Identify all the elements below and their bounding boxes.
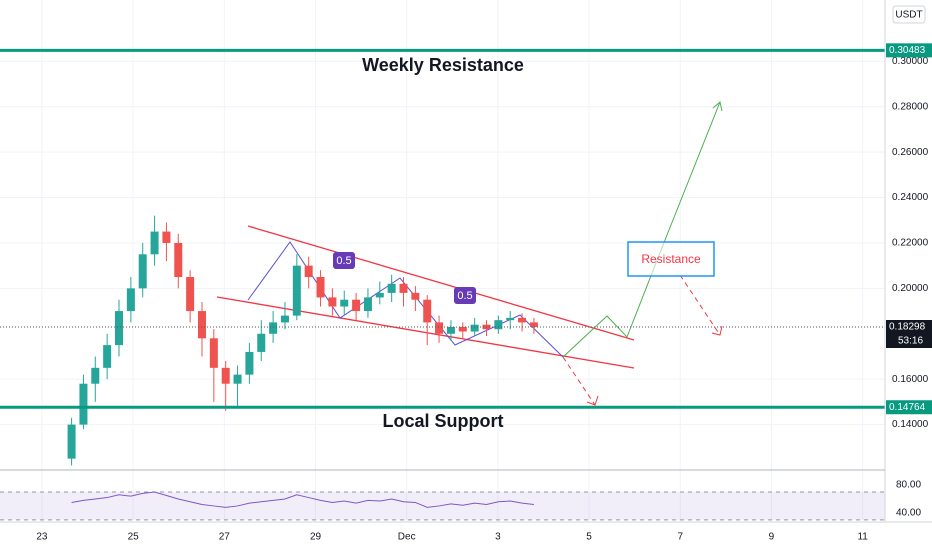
- projection: [562, 356, 596, 406]
- candle-body: [506, 317, 515, 321]
- candle-body: [209, 338, 218, 368]
- rsi-line: [71, 491, 534, 508]
- candle-body: [292, 265, 301, 316]
- x-tick-label: 9: [769, 532, 775, 543]
- y-tick-label: 0.16000: [892, 374, 929, 385]
- candle-body: [363, 297, 372, 312]
- price-label-box: [886, 43, 932, 58]
- candle-body: [233, 374, 242, 384]
- candle-body: [352, 299, 361, 312]
- x-tick-label: 23: [36, 532, 48, 543]
- marks: Weekly Resistance Local Support: [0, 48, 885, 521]
- x-tick-label: 27: [219, 532, 231, 543]
- candle-body: [529, 322, 538, 327]
- pattern: [247, 241, 564, 358]
- trendline: [247, 225, 635, 341]
- arrow: [712, 101, 723, 112]
- candle-body: [115, 311, 124, 346]
- x-tick-label: 29: [310, 532, 322, 543]
- candle-body: [174, 242, 183, 278]
- level-name: Weekly Resistance: [362, 55, 524, 75]
- candle-body: [221, 367, 230, 384]
- candle-body: [126, 288, 135, 312]
- candle-body: [446, 326, 455, 334]
- drawings: [216, 101, 723, 406]
- y-tick-label: 0.24000: [892, 192, 929, 203]
- candle-body: [411, 292, 420, 300]
- arrow: [586, 395, 599, 406]
- candle-body: [67, 424, 76, 459]
- x-tick-label: 3: [495, 532, 501, 543]
- candle-body: [328, 297, 337, 307]
- candle-body: [423, 299, 432, 323]
- candle-body: [269, 322, 278, 334]
- grid: [0, 0, 885, 522]
- currency: USDT: [895, 10, 922, 21]
- rsi-band: [0, 491, 885, 520]
- y-tick-label: 0.26000: [892, 147, 929, 158]
- candle-body: [257, 333, 266, 352]
- candle-body: [470, 324, 479, 332]
- price-label: 0.18298: [889, 322, 926, 333]
- label-box: [454, 287, 476, 304]
- axes: 0.14000 0.16000 0.20000 0.22000 0.24000 0.260…: [36, 43, 932, 543]
- candle-body: [387, 283, 396, 293]
- candle-body: [304, 265, 313, 278]
- candle-body: [138, 254, 147, 289]
- y-tick-label: 0.22000: [892, 238, 929, 249]
- candle-body: [458, 326, 467, 332]
- x-tick-label: 7: [677, 532, 683, 543]
- candle-body: [91, 367, 100, 384]
- x-tick-label: Dec: [398, 532, 416, 543]
- annotation: Resistance: [641, 252, 701, 266]
- candle-body: [494, 320, 503, 330]
- x-tick-label: 11: [857, 532, 868, 543]
- candle-body: [162, 231, 171, 243]
- candle-body: [103, 345, 112, 368]
- annotation: 0.5: [457, 290, 472, 302]
- currency-box: [892, 5, 926, 24]
- candle-body: [340, 299, 349, 307]
- candle-body: [435, 322, 444, 334]
- arrow: [711, 325, 723, 336]
- candle-body: [316, 277, 325, 298]
- candle-body: [518, 317, 527, 323]
- y-tick-label: 0.28000: [892, 101, 929, 112]
- x-tick-label: 5: [586, 532, 592, 543]
- projection: [562, 101, 721, 358]
- countdown: 53:16: [898, 336, 923, 347]
- price-label-box: [886, 400, 932, 415]
- candle-body: [375, 292, 384, 298]
- level-name: Local Support: [383, 411, 504, 431]
- price-label-box: [886, 320, 932, 349]
- candle-body: [150, 231, 159, 255]
- candle-body: [245, 351, 254, 375]
- candle-body: [79, 383, 88, 425]
- candle-body: [197, 311, 206, 339]
- y-tick-label: 0.20000: [892, 283, 929, 294]
- resistance-box: [627, 241, 715, 277]
- x-tick-label: 25: [128, 532, 140, 543]
- y-tick-label: 40.00: [896, 508, 921, 519]
- candle-body: [399, 283, 408, 293]
- price-label: 0.14764: [889, 402, 926, 413]
- price-axis: [885, 0, 932, 550]
- y-tick-label: 80.00: [896, 480, 921, 491]
- annotation: 0.5: [336, 255, 351, 267]
- candle-body: [186, 277, 195, 312]
- price-label: 0.30483: [889, 45, 926, 56]
- y-tick-label: 0.14000: [892, 419, 929, 430]
- projection: [679, 274, 721, 336]
- candle-body: [280, 315, 289, 323]
- label-box: [333, 252, 355, 269]
- y-tick-label: 0.30000: [892, 56, 929, 67]
